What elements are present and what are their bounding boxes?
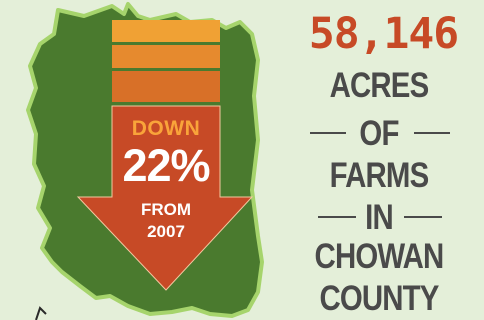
rule-left-in xyxy=(318,216,356,218)
arrow-stripe-2 xyxy=(112,45,220,68)
arrow-body xyxy=(76,105,254,291)
stat-word-of: OF xyxy=(359,114,399,153)
rule-right-in xyxy=(404,216,442,218)
rule-right-of xyxy=(414,132,450,134)
arrow-year: 2007 xyxy=(147,222,185,241)
stat-word-county: COUNTY xyxy=(319,279,439,318)
arrow-direction-word: DOWN xyxy=(131,117,201,140)
acreage-number: 58,146 xyxy=(308,9,459,59)
arrow-stripe-1 xyxy=(112,20,220,42)
arrow-percent: 22% xyxy=(122,140,210,191)
arrow-stripe-3 xyxy=(112,71,220,102)
arrow-from-word: FROM xyxy=(140,200,192,219)
rule-left-of xyxy=(310,132,346,134)
stat-word-farms: FARMS xyxy=(329,156,430,195)
stat-word-in: IN xyxy=(365,198,394,237)
stat-word-acres: ACRES xyxy=(329,66,430,105)
down-arrow xyxy=(76,20,254,291)
inlet-line xyxy=(35,306,47,320)
stat-word-chowan: CHOWAN xyxy=(314,237,445,276)
